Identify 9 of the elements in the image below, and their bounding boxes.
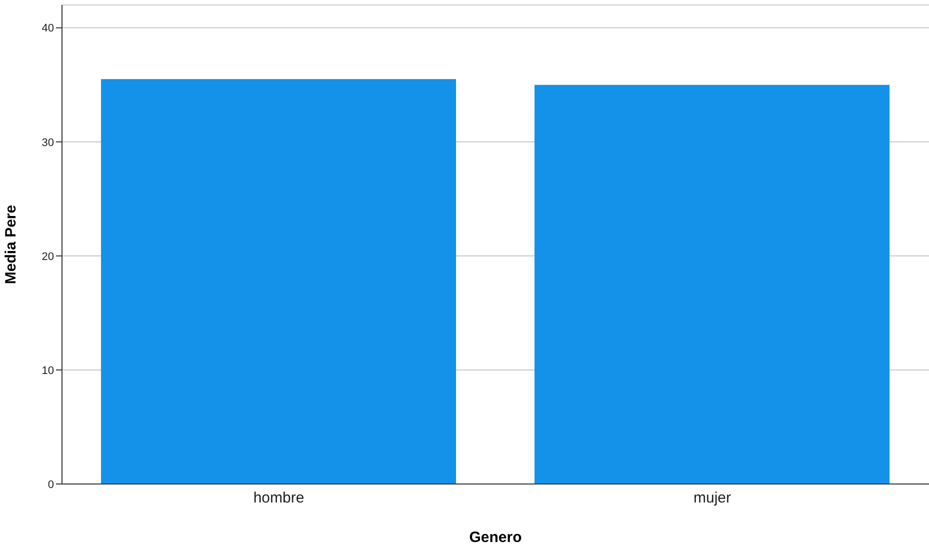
y-tick-label: 40 (42, 22, 54, 35)
y-tick-label: 10 (42, 364, 54, 377)
y-tick-label: 20 (42, 250, 54, 263)
x-tick-label: hombre (253, 490, 304, 507)
y-tick-label: 0 (48, 478, 54, 491)
y-tick-label: 30 (42, 136, 54, 149)
x-tick-label: mujer (693, 490, 732, 507)
y-axis-title: Media Pere (2, 204, 20, 284)
x-axis-title: Genero (469, 529, 522, 546)
